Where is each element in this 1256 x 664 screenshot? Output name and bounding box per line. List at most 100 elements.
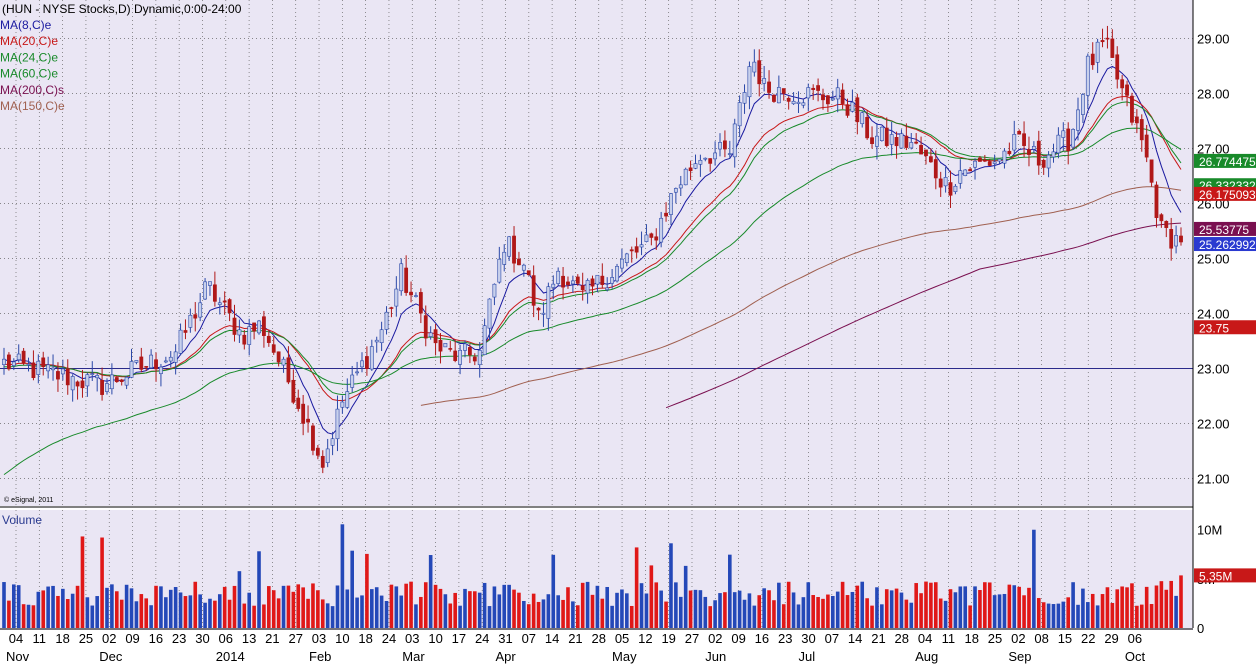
candle-body xyxy=(845,104,850,116)
volume-bar xyxy=(134,601,139,628)
price-label-box xyxy=(1194,320,1256,335)
volume-bar xyxy=(924,581,928,628)
price-label-text: 26.774475 xyxy=(1199,155,1256,169)
candle-body xyxy=(330,438,335,446)
volume-bar xyxy=(144,598,149,628)
candle-body xyxy=(551,283,556,288)
candle-body xyxy=(458,349,462,365)
date-tick-label: 12 xyxy=(638,631,652,646)
volume-bar xyxy=(198,594,202,628)
date-tick-label: 21 xyxy=(871,631,885,646)
volume-bar xyxy=(110,584,114,628)
volume-bar xyxy=(997,594,1002,628)
candle-body xyxy=(703,157,708,160)
candle-body xyxy=(835,87,840,100)
date-tick-label: 21 xyxy=(568,631,582,646)
candle-body xyxy=(615,266,619,282)
volume-bar xyxy=(1105,587,1110,628)
price-panel-bg xyxy=(0,0,1193,506)
volume-bar xyxy=(345,589,350,628)
candle-body xyxy=(291,379,296,403)
candle-body xyxy=(924,149,928,157)
volume-bar xyxy=(1036,598,1041,628)
volume-bar xyxy=(742,599,747,628)
price-label-text: 26.175093 xyxy=(1199,188,1256,202)
price-tick-label: 21.00 xyxy=(1197,472,1230,487)
price-label-text: 25.53775 xyxy=(1199,223,1249,237)
volume-bar xyxy=(242,603,247,628)
volume-bar xyxy=(453,592,457,628)
date-tick-label: 18 xyxy=(964,631,978,646)
candle-body xyxy=(669,193,673,215)
date-tick-label: 11 xyxy=(33,631,47,646)
volume-bar xyxy=(723,592,727,628)
candle-body xyxy=(296,397,301,409)
candle-body xyxy=(271,344,276,353)
candle-body xyxy=(65,368,70,386)
volume-bar xyxy=(1095,605,1100,628)
watermark: © eSignal, 2011 xyxy=(4,496,54,504)
volume-bar xyxy=(1007,584,1012,628)
volume-bar xyxy=(644,593,649,628)
candle-body xyxy=(811,87,816,90)
candle-body xyxy=(31,362,36,379)
candle-body xyxy=(208,281,212,286)
volume-bar xyxy=(1115,589,1120,628)
volume-bar xyxy=(41,590,46,628)
volume-bar xyxy=(561,599,565,628)
date-tick-label: 17 xyxy=(452,631,466,646)
volume-bar xyxy=(482,582,487,628)
candle-body xyxy=(958,170,963,184)
price-tick-label: 23.00 xyxy=(1197,362,1230,377)
volume-bar xyxy=(1046,603,1051,628)
volume-bar xyxy=(414,604,418,628)
candle-body xyxy=(1144,134,1149,158)
candle-body xyxy=(1051,151,1056,158)
candle-body xyxy=(899,133,904,149)
candle-body xyxy=(1100,40,1105,43)
candle-body xyxy=(1022,133,1026,146)
volume-bar xyxy=(325,603,330,628)
volume-bar xyxy=(732,592,737,628)
candle-body xyxy=(463,343,467,351)
volume-bar xyxy=(610,605,614,628)
volume-bar xyxy=(355,597,359,628)
candle-body xyxy=(257,320,261,334)
volume-bar xyxy=(1100,594,1105,628)
candle-body xyxy=(723,140,727,150)
candle-body xyxy=(325,448,330,463)
volume-bar xyxy=(718,593,722,628)
ma-legend: MA(8,C)e MA(20,C)e MA(24,C)e MA(60,C)e MA(20… xyxy=(0,18,65,113)
candle-body xyxy=(46,364,51,372)
volume-bar xyxy=(213,600,217,628)
volume-bar xyxy=(801,597,806,628)
candle-body xyxy=(384,311,389,330)
volume-label: Volume xyxy=(2,513,42,527)
date-tick-label: 08 xyxy=(1034,631,1048,646)
date-tick-label: 02 xyxy=(102,631,116,646)
date-tick-label: 28 xyxy=(895,631,909,646)
volume-bar xyxy=(16,585,21,628)
candle-body xyxy=(840,89,845,104)
candle-body xyxy=(875,135,879,147)
volume-bar xyxy=(183,596,188,628)
volume-bar xyxy=(698,590,703,628)
candle-body xyxy=(355,371,360,374)
volume-bar xyxy=(845,595,850,628)
volume-bar xyxy=(899,592,904,628)
volume-bar xyxy=(306,598,310,628)
candle-body xyxy=(11,361,16,366)
volume-bar xyxy=(992,595,997,628)
candle-body xyxy=(806,87,811,99)
volume-bar xyxy=(987,582,992,628)
candle-body xyxy=(1139,119,1144,141)
volume-bar xyxy=(708,606,712,628)
volume-bar xyxy=(1120,586,1124,628)
volume-bar xyxy=(629,605,634,628)
candle-body xyxy=(1007,150,1012,155)
volume-bar xyxy=(286,585,291,628)
date-tick-label: 11 xyxy=(942,631,956,646)
volume-bar xyxy=(164,597,168,628)
candle-body xyxy=(889,134,894,145)
volume-bar xyxy=(1086,602,1090,628)
